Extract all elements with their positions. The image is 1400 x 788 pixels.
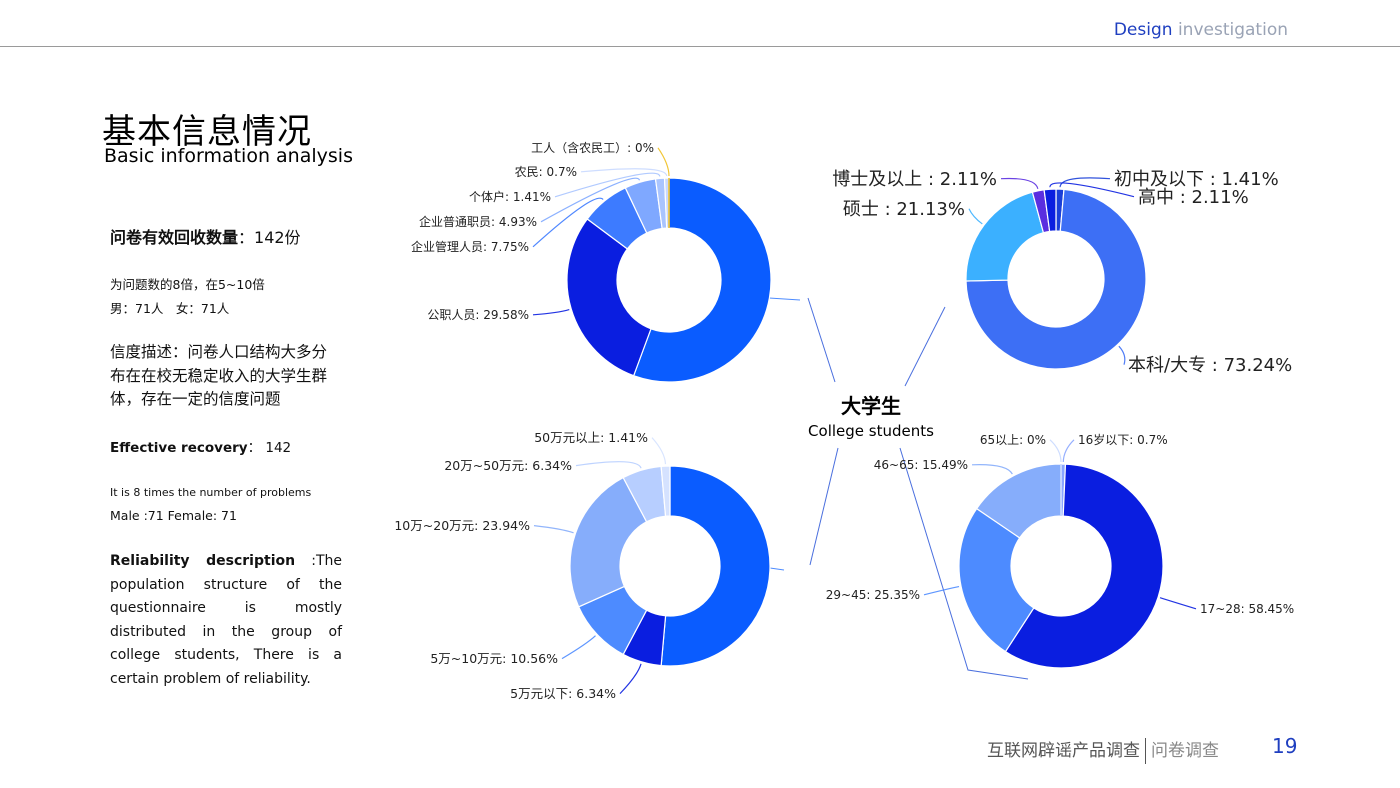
slice-occupation-1: [566, 218, 652, 377]
slice-label-education-0: 初中及以下 : 1.41%: [1114, 169, 1279, 190]
slice-label-age-4: 65以上: 0%: [980, 433, 1046, 447]
slice-label-income-5: 50万元以上: 1.41%: [534, 430, 648, 445]
slice-label-income-2: 5万~10万元: 10.56%: [430, 651, 558, 666]
recovery-cn-value: ：142份: [238, 228, 301, 247]
connector-line-1: [904, 306, 946, 387]
slice-occupation-0: [632, 177, 772, 383]
connector-line-3: [899, 447, 1029, 680]
leader-income-3: [533, 525, 574, 534]
page-title: 基本信息情况: [102, 112, 312, 152]
slice-income-0: [660, 465, 771, 667]
leader-age-1: [1159, 597, 1197, 610]
slice-age-2: [958, 507, 1035, 653]
leader-education-2: [968, 208, 983, 225]
connector-line-0: [807, 297, 836, 383]
leader-occupation-4: [554, 172, 661, 198]
ratio-cn: 为问题数的8倍，在5~10倍: [110, 277, 265, 292]
leader-age-0: [1062, 439, 1075, 463]
leader-income-1: [619, 663, 642, 695]
leader-age-2: [923, 585, 960, 596]
header-rule: [0, 46, 1400, 47]
slice-label-income-4: 20万~50万元: 6.34%: [444, 458, 572, 473]
header-label-gray: investigation: [1177, 20, 1288, 40]
recovery-cn-label: 问卷有效回收数量: [110, 228, 239, 247]
leader-education-1: [1118, 345, 1126, 365]
footer: 互联网辟谣产品调查 问卷调查: [987, 736, 1219, 764]
slice-label-occupation-1: 公职人员: 29.58%: [427, 308, 529, 322]
reliability-en-label: Reliability description: [110, 553, 296, 569]
connector-lines: [768, 297, 1029, 680]
slice-label-age-3: 46~65: 15.49%: [874, 458, 968, 472]
connector-line-2: [809, 447, 839, 566]
leader-education-3: [1000, 177, 1039, 190]
slice-label-occupation-3: 企业普通职员: 4.93%: [419, 214, 537, 229]
slice-label-occupation-6: 工人（含农民工）: 0%: [531, 140, 654, 155]
slice-income-3: [569, 476, 648, 608]
leader-education-4: [1049, 182, 1135, 198]
slice-label-income-1: 5万元以下: 6.34%: [510, 686, 616, 701]
recovery-cn: 问卷有效回收数量：142份: [110, 224, 342, 248]
leader-income-4: [575, 461, 642, 469]
slice-education-2: [965, 191, 1045, 282]
recovery-en: Effective recovery： 142: [110, 436, 342, 456]
leader-education-0: [1059, 177, 1111, 188]
slice-label-age-0: 16岁以下: 0.7%: [1078, 432, 1168, 447]
recovery-en-value: ： 142: [247, 440, 292, 456]
gender-en: Male :71 Female: 71: [110, 508, 237, 523]
footer-tail: 问卷调查: [1151, 741, 1219, 761]
leader-occupation-6: [657, 147, 670, 177]
gender-cn: 男：71人 女：71人: [110, 301, 230, 316]
leader-occupation-0: [768, 297, 801, 301]
reliability-en: Reliability description :The population …: [110, 550, 342, 691]
footer-title: 互联网辟谣产品调查: [987, 741, 1140, 761]
reliability-en-text: :The population structure of the questio…: [110, 553, 342, 687]
ratio-en: It is 8 times the number of problems: [110, 486, 312, 499]
recovery-en-label: Effective recovery: [110, 440, 248, 456]
leader-occupation-2: [532, 197, 604, 248]
leader-occupation-5: [580, 168, 668, 177]
slice-label-education-3: 博士及以上 : 2.11%: [832, 169, 997, 190]
footer-separator: [1145, 738, 1146, 764]
slice-label-occupation-4: 个体户: 1.41%: [469, 189, 551, 204]
leader-income-5: [651, 437, 667, 465]
reliability-cn: 信度描述：问卷人口结构大多分布在在校无稳定收入的大学生群体，存在一定的信度问题: [110, 343, 328, 408]
slice-label-age-1: 17~28: 58.45%: [1200, 602, 1294, 616]
header-label: Design investigation: [1114, 20, 1288, 40]
leader-income-0: [769, 567, 785, 571]
donut-chart-education: 初中及以下 : 1.41% 本科/大专 : 73.24% 硕士 : 21.13% 博士…: [832, 169, 1292, 376]
leader-income-2: [561, 635, 596, 660]
donut-chart-income: 5万元以下: 6.34% 5万~10万元: 10.56% 10万~20万元: 23.…: [394, 430, 771, 701]
slice-label-occupation-5: 农民: 0.7%: [515, 165, 577, 179]
slice-age-1: [1004, 463, 1164, 669]
slice-label-education-4: 高中 : 2.11%: [1138, 187, 1249, 208]
slice-label-education-1: 本科/大专 : 73.24%: [1128, 355, 1292, 376]
slice-label-age-2: 29~45: 25.35%: [826, 588, 920, 602]
slice-label-education-2: 硕士 : 21.13%: [843, 199, 965, 220]
slice-label-occupation-2: 企业管理人员: 7.75%: [411, 239, 529, 254]
slice-education-4: [1043, 188, 1057, 233]
donut-chart-occupation: 公职人员: 29.58% 企业管理人员: 7.75% 企业普通职员: 4.93% 个体…: [411, 140, 772, 383]
leader-age-3: [971, 464, 1013, 475]
ratio-gender-cn: 为问题数的8倍，在5~10倍 男：71人 女：71人: [110, 273, 342, 321]
leader-occupation-3: [540, 177, 641, 223]
leader-age-4: [1049, 439, 1062, 463]
donut-chart-age: 16岁以下: 0.7% 17~28: 58.45% 29~45: 25.35% 46~…: [826, 432, 1294, 669]
slice-income-5: [660, 465, 671, 517]
page-number: 19: [1272, 734, 1298, 758]
center-title-cn: 大学生: [841, 394, 901, 418]
slice-label-income-3: 10万~20万元: 23.94%: [394, 518, 530, 533]
header-label-blue: Design: [1113, 20, 1173, 40]
page-subtitle: Basic information analysis: [104, 145, 353, 167]
leader-occupation-1: [532, 308, 570, 316]
slice-education-1: [965, 188, 1147, 370]
center-title-en: College students: [808, 422, 934, 440]
